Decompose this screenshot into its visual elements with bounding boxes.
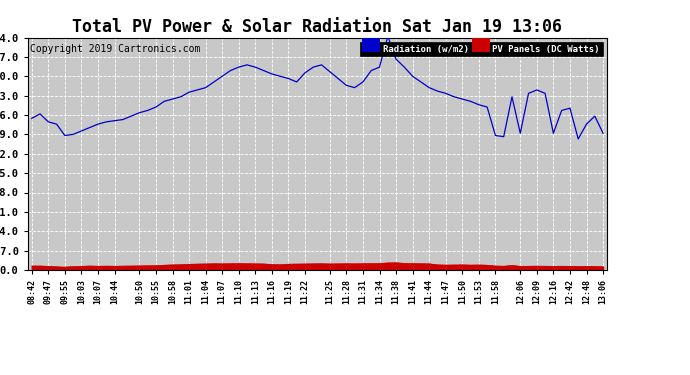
Text: Copyright 2019 Cartronics.com: Copyright 2019 Cartronics.com [30, 45, 201, 54]
Title: Total PV Power & Solar Radiation Sat Jan 19 13:06: Total PV Power & Solar Radiation Sat Jan… [72, 18, 562, 36]
Legend: Radiation (w/m2), PV Panels (DC Watts): Radiation (w/m2), PV Panels (DC Watts) [359, 42, 602, 56]
